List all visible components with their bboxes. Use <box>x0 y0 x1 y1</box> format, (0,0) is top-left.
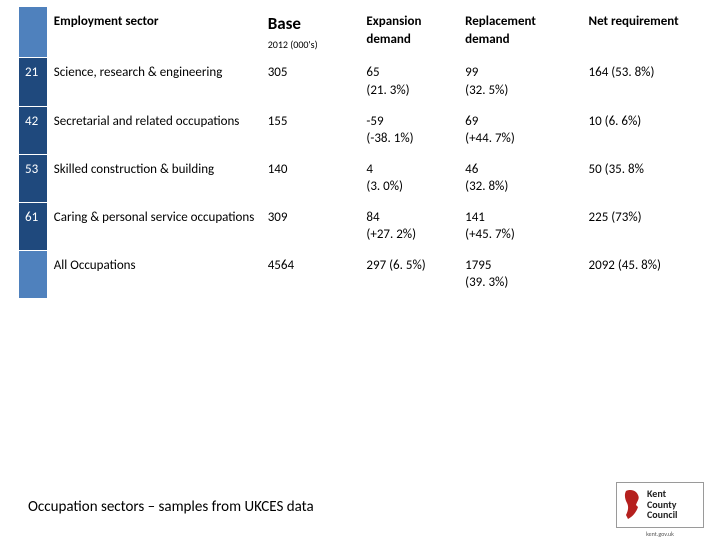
horse-icon <box>619 486 645 524</box>
exp-value: -59 <box>366 114 383 129</box>
table-row: 21 Science, research & engineering 305 6… <box>19 58 706 106</box>
row-code: 21 <box>19 58 48 106</box>
row-sector: Skilled construction & building <box>47 154 261 202</box>
rep-pct: (39. 3%) <box>465 275 508 290</box>
table-total-row: All Occupations 4564 297 (6. 5%) 1795 (3… <box>19 250 706 298</box>
exp-pct: (-38. 1%) <box>366 131 413 146</box>
total-base: 4564 <box>261 250 360 298</box>
col-header-expansion: Expansion demand <box>360 7 459 58</box>
row-replacement: 99 (32. 5%) <box>459 58 582 106</box>
row-code: 61 <box>19 202 48 250</box>
rep-value: 46 <box>465 162 478 177</box>
row-base: 305 <box>261 58 360 106</box>
col-header-base: Base 2012 (000's) <box>261 7 360 58</box>
total-expansion: 297 (6. 5%) <box>360 250 459 298</box>
rep-pct: (32. 8%) <box>465 179 508 194</box>
rep-pct: (+45. 7%) <box>465 227 515 242</box>
row-net: 50 (35. 8% <box>582 154 705 202</box>
total-net: 2092 (45. 8%) <box>582 250 705 298</box>
row-net: 10 (6. 6%) <box>582 106 705 154</box>
row-replacement: 46 (32. 8%) <box>459 154 582 202</box>
logo-text: Kent County Council <box>645 489 701 521</box>
row-base: 155 <box>261 106 360 154</box>
exp-pct: (3. 0%) <box>366 179 403 194</box>
table-row: 53 Skilled construction & building 140 4… <box>19 154 706 202</box>
total-replacement: 1795 (39. 3%) <box>459 250 582 298</box>
rep-pct: (+44. 7%) <box>465 131 515 146</box>
base-main: Base <box>268 13 354 36</box>
total-rail <box>19 250 48 298</box>
base-sub: 2012 (000's) <box>268 38 354 52</box>
table-header-row: Employment sector Base 2012 (000's) Expa… <box>19 7 706 58</box>
row-expansion: 4 (3. 0%) <box>360 154 459 202</box>
rep-value: 141 <box>465 210 485 225</box>
exp-value: 4 <box>366 162 373 177</box>
logo-line3: Council <box>647 508 678 521</box>
row-code: 53 <box>19 154 48 202</box>
rep-value: 69 <box>465 114 478 129</box>
col-header-net: Net requirement <box>582 7 705 58</box>
table-row: 42 Secretarial and related occupations 1… <box>19 106 706 154</box>
slide-caption: Occupation sectors – samples from UKCES … <box>28 498 314 516</box>
row-replacement: 69 (+44. 7%) <box>459 106 582 154</box>
row-sector: Secretarial and related occupations <box>47 106 261 154</box>
exp-pct: (21. 3%) <box>366 83 409 98</box>
exp-value: 65 <box>366 65 379 80</box>
exp-pct: (+27. 2%) <box>366 227 416 242</box>
row-sector: Caring & personal service occupations <box>47 202 261 250</box>
row-net: 164 (53. 8%) <box>582 58 705 106</box>
exp-value: 84 <box>366 210 379 225</box>
row-base: 140 <box>261 154 360 202</box>
row-replacement: 141 (+45. 7%) <box>459 202 582 250</box>
row-code: 42 <box>19 106 48 154</box>
kent-logo: Kent County Council <box>616 482 704 528</box>
rep-pct: (32. 5%) <box>465 83 508 98</box>
rep-value: 99 <box>465 65 478 80</box>
row-expansion: 84 (+27. 2%) <box>360 202 459 250</box>
col-header-sector: Employment sector <box>47 7 261 58</box>
rep-value: 1795 <box>465 258 491 273</box>
row-expansion: -59 (-38. 1%) <box>360 106 459 154</box>
table-row: 61 Caring & personal service occupations… <box>19 202 706 250</box>
logo-url: kent.gov.uk <box>616 530 704 538</box>
occupation-table: Employment sector Base 2012 (000's) Expa… <box>18 6 706 299</box>
row-net: 225 (73%) <box>582 202 705 250</box>
row-base: 309 <box>261 202 360 250</box>
row-sector: Science, research & engineering <box>47 58 261 106</box>
row-expansion: 65 (21. 3%) <box>360 58 459 106</box>
col-header-replacement: Replacement demand <box>459 7 582 58</box>
total-sector: All Occupations <box>47 250 261 298</box>
header-rail <box>19 7 48 58</box>
